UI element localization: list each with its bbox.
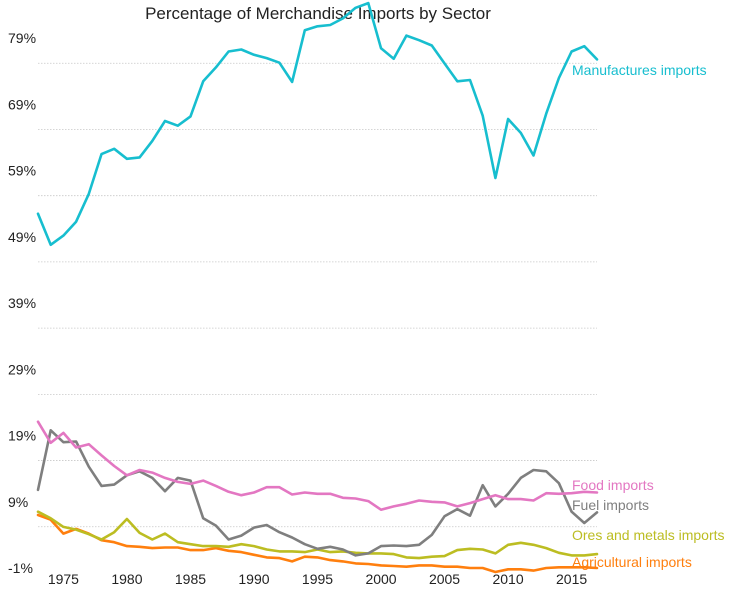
series-label: Food imports — [572, 477, 654, 493]
chart-title: Percentage of Merchandise Imports by Sec… — [145, 4, 491, 23]
series-lines — [36, 1, 599, 574]
x-tick-label: 1980 — [111, 571, 142, 587]
x-tick-label: 2000 — [365, 571, 396, 587]
y-axis-ticks: -1% 9% 19% 29% 39% 49% 59% 69% 79% — [8, 30, 36, 576]
x-tick-label: 1995 — [302, 571, 333, 587]
series-label: Ores and metals imports — [572, 527, 725, 543]
series-label: Agricultural imports — [572, 554, 692, 570]
series-labels: Manufactures imports Food imports Fuel imp… — [572, 62, 725, 570]
x-tick-label: 2010 — [492, 571, 523, 587]
x-tick-label: 1975 — [48, 571, 79, 587]
series-line-agricultural-imports — [36, 513, 599, 574]
y-tick-label: 19% — [8, 428, 36, 444]
x-axis-ticks: 1975 1980 1985 1990 1995 2000 2005 2010 2015 — [48, 571, 588, 587]
y-tick-label: 9% — [8, 494, 28, 510]
series-label: Fuel imports — [572, 497, 649, 513]
y-tick-label: 49% — [8, 229, 36, 245]
y-tick-label: 29% — [8, 361, 36, 377]
y-tick-label: 59% — [8, 163, 36, 179]
grid — [38, 62, 597, 528]
series-line-food-imports — [36, 420, 599, 511]
x-tick-label: 1990 — [238, 571, 269, 587]
x-tick-label: 2015 — [556, 571, 587, 587]
x-tick-label: 1985 — [175, 571, 206, 587]
y-tick-label: 69% — [8, 96, 36, 112]
series-line-manufactures-imports — [36, 1, 599, 247]
series-line-ores-and-metals-imports — [36, 510, 599, 560]
y-tick-label: 79% — [8, 30, 36, 46]
x-tick-label: 2005 — [429, 571, 460, 587]
y-tick-label: -1% — [8, 560, 33, 576]
series-label: Manufactures imports — [572, 62, 707, 78]
y-tick-label: 39% — [8, 295, 36, 311]
